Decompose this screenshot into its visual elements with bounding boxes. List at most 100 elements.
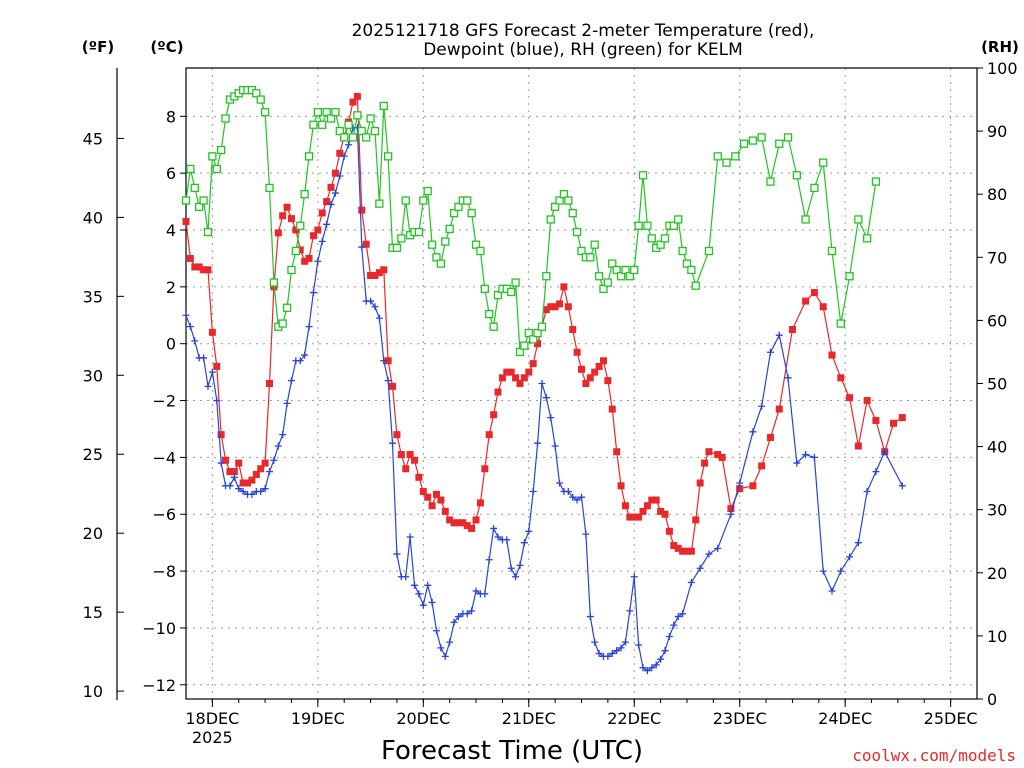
rh-point bbox=[340, 133, 349, 142]
celsius-tick-label: 0 bbox=[166, 335, 176, 354]
temperature-point bbox=[476, 499, 484, 507]
dewpoint-point bbox=[503, 536, 511, 544]
celsius-tick-label: −2 bbox=[152, 392, 176, 411]
rh-point bbox=[731, 152, 740, 161]
temperature-point bbox=[371, 271, 379, 279]
dewpoint-point bbox=[213, 397, 221, 405]
rh-point bbox=[186, 164, 195, 174]
rh-point bbox=[507, 287, 516, 297]
dewpoint-point bbox=[727, 510, 735, 518]
rh-point bbox=[836, 319, 845, 328]
temperature-point bbox=[556, 300, 564, 308]
temperature-point bbox=[626, 513, 634, 521]
dewpoint-point bbox=[872, 468, 880, 476]
series-layer bbox=[181, 85, 906, 675]
rh-point bbox=[739, 139, 749, 148]
rh-point bbox=[485, 309, 494, 319]
rh-point bbox=[208, 152, 217, 161]
fahrenheit-tick-label: 45 bbox=[83, 129, 103, 148]
dewpoint-point bbox=[261, 485, 269, 493]
rh-tick-label: 30 bbox=[987, 501, 1007, 520]
temperature-point bbox=[586, 374, 594, 382]
temperature-point bbox=[542, 306, 550, 314]
celsius-axis-label: (ºC) bbox=[150, 38, 183, 56]
fahrenheit-tick-label: 35 bbox=[83, 287, 103, 306]
temperature-point bbox=[494, 388, 502, 396]
dewpoint-point bbox=[314, 257, 322, 265]
dewpoint-point bbox=[375, 314, 383, 322]
temperature-point bbox=[239, 479, 247, 487]
dewpoint-point bbox=[793, 459, 801, 467]
temperature-point bbox=[547, 303, 555, 311]
rh-point bbox=[634, 221, 643, 230]
dewpoint-point bbox=[881, 448, 889, 456]
rh-point bbox=[287, 265, 296, 275]
dewpoint-point bbox=[402, 573, 410, 581]
celsius-tick-label: −4 bbox=[152, 448, 176, 467]
temperature-point bbox=[362, 240, 370, 248]
dewpoint-point bbox=[604, 652, 612, 660]
rh-point bbox=[344, 120, 353, 129]
dewpoint-point bbox=[265, 468, 273, 476]
dewpoint-point bbox=[217, 459, 225, 467]
dewpoint-point bbox=[542, 394, 550, 402]
rh-tick-label: 80 bbox=[987, 185, 1007, 204]
rh-point bbox=[643, 221, 652, 230]
dewpoint-point bbox=[529, 488, 537, 496]
dewpoint-point bbox=[182, 311, 190, 319]
dewpoint-point bbox=[705, 550, 713, 558]
dewpoint-series bbox=[182, 124, 906, 675]
dewpoint-point bbox=[534, 439, 542, 447]
dewpoint-point bbox=[520, 539, 528, 547]
dewpoint-point bbox=[432, 627, 440, 635]
temperature-point bbox=[534, 340, 542, 348]
rh-axis-label: (RH) bbox=[981, 38, 1019, 56]
rh-point bbox=[572, 227, 582, 237]
temperature-point bbox=[318, 209, 326, 217]
dewpoint-point bbox=[327, 200, 335, 208]
dewpoint-point bbox=[406, 533, 414, 541]
dewpoint-point bbox=[384, 377, 392, 385]
temperature-point bbox=[705, 448, 713, 456]
dewpoint-point bbox=[591, 638, 599, 646]
rh-point bbox=[603, 278, 613, 287]
temperature-point bbox=[810, 289, 818, 297]
rh-point bbox=[199, 196, 208, 205]
rh-tick-label: 50 bbox=[987, 375, 1007, 394]
temperature-point bbox=[582, 380, 590, 387]
dewpoint-point bbox=[657, 655, 665, 663]
rh-point bbox=[454, 202, 463, 211]
celsius-tick-label: 6 bbox=[166, 164, 176, 183]
temperature-point bbox=[213, 362, 221, 370]
dewpoint-point bbox=[367, 297, 375, 305]
temperature-point bbox=[336, 149, 344, 157]
rh-point bbox=[331, 108, 340, 117]
temperature-point bbox=[661, 510, 669, 518]
rh-point bbox=[669, 221, 678, 230]
dewpoint-point bbox=[208, 368, 216, 376]
rh-point bbox=[687, 265, 696, 275]
temperature-point bbox=[411, 456, 419, 464]
temperature-point bbox=[718, 453, 726, 461]
temperature-point bbox=[459, 519, 467, 527]
rh-point bbox=[423, 186, 432, 196]
dewpoint-point bbox=[481, 590, 489, 598]
temperature-point bbox=[309, 232, 317, 240]
rh-point bbox=[212, 164, 221, 174]
rh-point bbox=[682, 259, 692, 268]
fahrenheit-tick-label: 15 bbox=[83, 603, 103, 622]
dewpoint-point bbox=[200, 354, 208, 362]
temperature-point bbox=[863, 397, 871, 405]
dewpoint-point bbox=[485, 556, 493, 564]
rh-point bbox=[256, 95, 265, 104]
rh-point bbox=[449, 208, 459, 218]
temperature-point bbox=[389, 382, 397, 390]
temperature-point bbox=[230, 468, 238, 476]
rh-point bbox=[282, 303, 292, 312]
temperature-point bbox=[648, 496, 656, 504]
dewpoint-point bbox=[305, 323, 313, 331]
fahrenheit-tick-label: 25 bbox=[83, 445, 103, 464]
dewpoint-point bbox=[437, 644, 445, 652]
dewpoint-point bbox=[810, 453, 818, 461]
rh-point bbox=[590, 240, 599, 249]
